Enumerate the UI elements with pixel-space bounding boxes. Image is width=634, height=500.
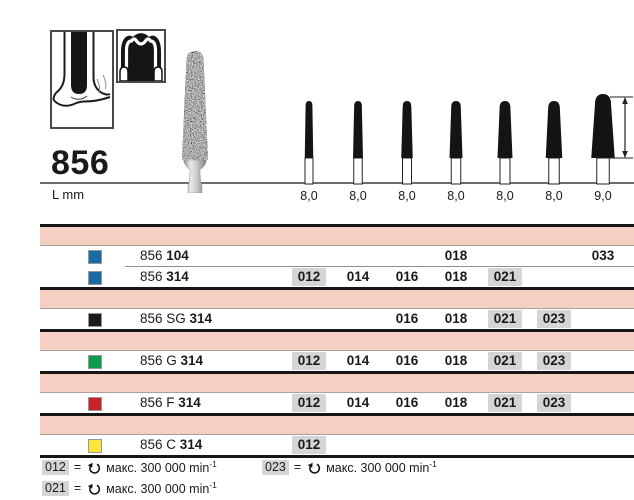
legend-speed-text: макс. 300 000 min-1 <box>106 458 217 476</box>
iso-size-cell: 023 <box>537 352 571 370</box>
row-separator <box>125 266 634 267</box>
rotation-speed-icon <box>87 483 101 495</box>
iso-size-cell: 018 <box>444 395 468 410</box>
table-row: 856 SG 314 016 018 021 023 <box>40 309 634 329</box>
iso-size-cell: 021 <box>488 310 522 328</box>
bur-silhouette <box>304 101 314 185</box>
length-dimension-arrow-icon <box>610 96 633 159</box>
iso-size-cell: 021 <box>488 352 522 370</box>
iso-size-cell: 014 <box>346 353 370 368</box>
table-row: 856 G 314 012 014 016 018 021 023 <box>40 351 634 371</box>
legend-entry: 023 = макс. 300 000 min-1 <box>262 459 437 475</box>
baseline-rule <box>40 182 634 184</box>
iso-size-cell: 023 <box>537 310 571 328</box>
table-rule <box>40 413 634 416</box>
table-row: 856 F 314 012 014 016 018 021 023 <box>40 393 634 413</box>
legend-speed-text: макс. 300 000 min-1 <box>106 479 217 497</box>
bur-silhouette <box>497 101 513 185</box>
separator-band <box>40 416 634 435</box>
product-number: 856 <box>51 144 110 182</box>
iso-size-cell: 012 <box>292 394 326 412</box>
shank-length-label: 8,0 <box>398 189 416 203</box>
iso-size-cell: 018 <box>444 353 468 368</box>
iso-size-cell: 016 <box>395 311 419 326</box>
product-code: 856 C 314 <box>140 437 203 452</box>
table-rule <box>40 224 634 227</box>
bur-product-photo <box>182 51 208 193</box>
iso-size-cell: 018 <box>444 248 468 263</box>
table-rule <box>40 287 634 290</box>
separator-band <box>40 374 634 393</box>
iso-size-cell: 014 <box>346 269 370 284</box>
separator-band <box>40 332 634 351</box>
grit-color-square <box>88 397 102 411</box>
shank-length-label: 9,0 <box>594 189 612 203</box>
iso-size-cell: 012 <box>292 436 326 454</box>
iso-size-cell: 016 <box>395 269 419 284</box>
iso-size-cell: 012 <box>292 268 326 286</box>
table-rule <box>40 455 634 458</box>
iso-size-cell: 021 <box>488 268 522 286</box>
rotation-speed-icon <box>307 462 321 474</box>
bur-silhouette <box>353 101 363 185</box>
product-code: 856 104 <box>140 248 189 263</box>
legend-size-code: 012 <box>42 459 69 475</box>
table-rule <box>40 329 634 332</box>
bur-silhouette <box>401 101 413 185</box>
legend-entry: 021 = макс. 300 000 min-1 <box>42 480 217 496</box>
legend-size-code: 021 <box>42 480 69 496</box>
equals-sign: = <box>73 481 82 495</box>
shank-length-label: 8,0 <box>496 189 514 203</box>
legend-speed-text: макс. 300 000 min-1 <box>326 458 437 476</box>
legend-entry: 012 = макс. 300 000 min-1 <box>42 459 217 475</box>
table-row: 856 104 018 033 <box>40 246 634 266</box>
shank-length-label: 8,0 <box>447 189 465 203</box>
table-row: 856 314 012 014 016 018 021 <box>40 267 634 287</box>
iso-size-cell: 018 <box>444 269 468 284</box>
margin-preparation-illustration <box>50 30 114 129</box>
iso-size-cell: 012 <box>292 352 326 370</box>
iso-size-cell: 021 <box>488 394 522 412</box>
shank-length-label: 8,0 <box>545 189 563 203</box>
separator-band <box>40 227 634 246</box>
product-code: 856 F 314 <box>140 395 201 410</box>
grit-color-square <box>88 313 102 327</box>
bur-silhouette <box>591 94 615 185</box>
occlusal-reduction-illustration <box>116 29 166 83</box>
grit-color-square <box>88 271 102 285</box>
iso-size-cell: 014 <box>346 395 370 410</box>
table-rule <box>40 371 634 374</box>
size-availability-table: 856 104 018 033 856 314 012 014 016 018 021 856 S… <box>40 224 634 458</box>
bur-silhouette <box>449 101 463 185</box>
shank-length-label: 8,0 <box>349 189 367 203</box>
length-unit-label: L mm <box>52 187 85 202</box>
equals-sign: = <box>293 460 302 474</box>
iso-size-cell: 033 <box>591 248 615 263</box>
iso-size-cell: 016 <box>395 353 419 368</box>
grit-color-square <box>88 439 102 453</box>
product-code: 856 314 <box>140 269 189 284</box>
shank-length-label: 8,0 <box>300 189 318 203</box>
product-code: 856 G 314 <box>140 353 204 368</box>
rotation-speed-icon <box>87 462 101 474</box>
table-row: 856 C 314 012 <box>40 435 634 455</box>
legend-size-code: 023 <box>262 459 289 475</box>
iso-size-cell: 023 <box>537 394 571 412</box>
grit-color-square <box>88 355 102 369</box>
product-code: 856 SG 314 <box>140 311 213 326</box>
iso-size-cell: 016 <box>395 395 419 410</box>
separator-band <box>40 290 634 309</box>
bur-silhouette <box>545 101 563 185</box>
max-speed-legend: 012 = макс. 300 000 min-1 023 = макс. 300 000… <box>40 459 634 499</box>
iso-size-cell: 018 <box>444 311 468 326</box>
grit-color-square <box>88 250 102 264</box>
equals-sign: = <box>73 460 82 474</box>
